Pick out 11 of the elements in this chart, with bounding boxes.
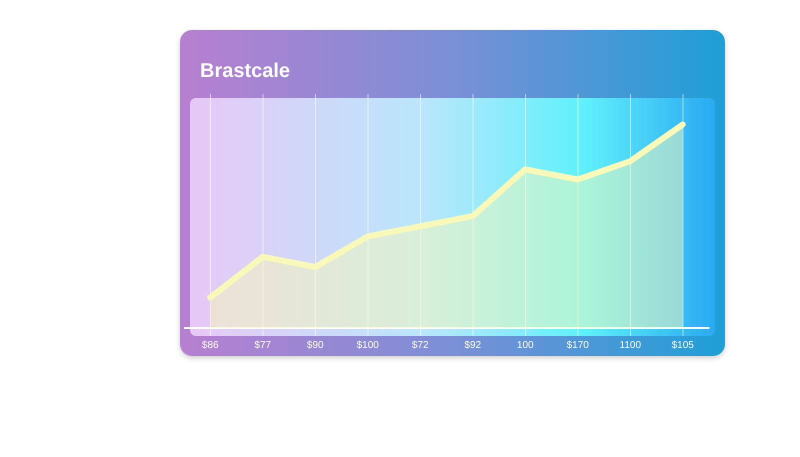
x-tick-label: $86	[202, 340, 220, 351]
x-tick-label: $77	[254, 340, 272, 351]
chart-title: Brastcale	[200, 60, 290, 83]
x-tick-label: $92	[464, 340, 482, 351]
x-tick-label: $170	[566, 340, 590, 351]
x-tick-label: 1100	[619, 340, 642, 351]
x-tick-label: 100	[516, 340, 534, 351]
x-tick-label: $100	[356, 340, 380, 351]
x-tick-label: $105	[672, 340, 694, 351]
x-tick-label: $72	[412, 340, 430, 351]
x-tick-label: $90	[306, 340, 324, 351]
